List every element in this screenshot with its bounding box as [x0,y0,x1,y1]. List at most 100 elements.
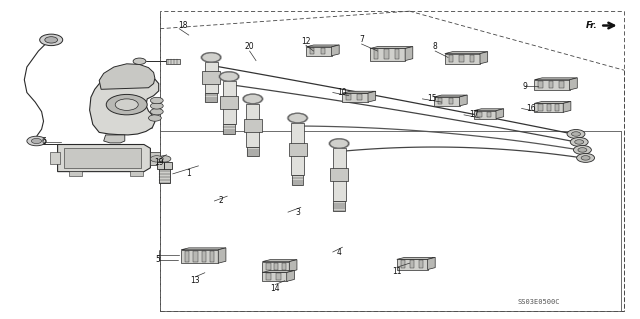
Circle shape [570,137,588,146]
Bar [321,48,325,54]
Bar [547,104,551,111]
Polygon shape [333,148,346,201]
Circle shape [578,148,587,152]
Text: 7: 7 [359,35,364,44]
Bar [220,96,238,109]
Polygon shape [534,80,570,90]
Bar [205,93,217,102]
Bar [292,175,303,185]
Polygon shape [218,248,226,263]
Bar [333,201,345,211]
Bar [330,168,348,181]
Polygon shape [397,257,435,259]
Bar [266,273,271,280]
Bar [289,143,307,156]
Bar [374,49,378,59]
Polygon shape [434,97,460,106]
Polygon shape [289,260,297,272]
Bar [247,147,259,156]
Bar [559,81,564,88]
Polygon shape [474,109,504,111]
Text: 3: 3 [295,208,300,217]
Polygon shape [262,271,294,272]
Text: 11: 11 [392,267,401,276]
Polygon shape [342,93,368,102]
Bar [410,260,414,268]
Bar [157,162,172,169]
Bar [548,81,553,88]
Circle shape [115,99,138,110]
Bar [459,55,463,62]
Text: 2: 2 [218,197,223,205]
Circle shape [572,132,580,136]
Text: 18: 18 [179,21,188,30]
Text: 20: 20 [244,42,255,51]
Bar [438,98,442,104]
Polygon shape [90,72,159,135]
Text: 14: 14 [270,284,280,293]
Circle shape [106,94,147,115]
Polygon shape [534,101,571,103]
Bar [50,152,60,164]
Circle shape [150,97,163,104]
Bar [44,38,59,42]
Bar [282,263,286,270]
Polygon shape [287,271,294,281]
Bar [449,98,453,104]
Bar [210,251,214,262]
Bar [477,112,482,117]
Polygon shape [58,145,150,172]
Polygon shape [445,54,480,64]
Polygon shape [291,123,304,175]
Polygon shape [397,259,428,270]
Text: 8: 8 [433,42,438,51]
Bar [384,49,388,59]
Circle shape [288,113,307,123]
Bar [276,273,281,280]
Polygon shape [474,111,496,119]
Polygon shape [262,262,289,272]
Bar [223,124,235,134]
Text: 5: 5 [156,256,161,264]
Bar [31,140,42,143]
Polygon shape [534,103,563,112]
Bar [202,251,206,262]
Circle shape [133,58,146,64]
Polygon shape [246,104,259,147]
Polygon shape [205,62,218,93]
Bar [166,59,180,64]
Bar [486,112,492,117]
Polygon shape [181,250,218,263]
Bar [244,119,262,132]
Bar [555,104,559,111]
Bar [274,263,278,270]
Circle shape [27,136,46,146]
Text: 9: 9 [522,82,527,91]
Circle shape [577,153,595,162]
Polygon shape [262,272,287,281]
Bar [266,263,271,270]
Text: 12: 12 [301,37,310,46]
Polygon shape [223,81,236,124]
Circle shape [150,108,163,115]
Bar [401,260,405,268]
Polygon shape [99,64,155,89]
Circle shape [150,103,163,109]
Circle shape [158,156,171,162]
Polygon shape [434,95,467,97]
Circle shape [31,138,42,144]
Circle shape [202,53,221,62]
Bar [357,94,362,100]
Polygon shape [370,48,405,61]
Circle shape [573,145,591,154]
Circle shape [581,156,590,160]
Bar [419,260,423,268]
Polygon shape [428,257,435,270]
Text: 1: 1 [186,169,191,178]
Text: 17: 17 [468,110,479,119]
Circle shape [150,156,163,162]
Text: 15: 15 [427,94,437,103]
Polygon shape [181,248,226,250]
Circle shape [45,37,58,43]
Text: 4: 4 [337,248,342,256]
